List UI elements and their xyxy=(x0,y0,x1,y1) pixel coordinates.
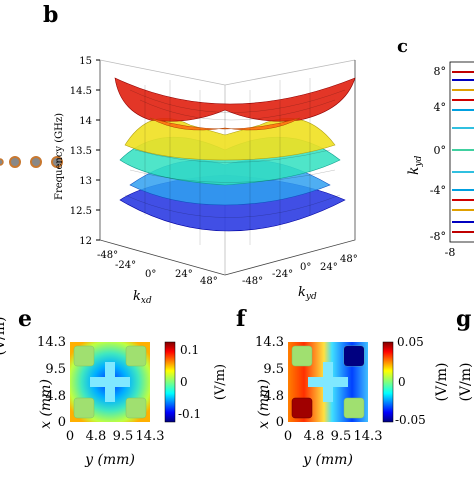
kx-tick-label: -24° xyxy=(115,260,136,271)
f-xtick: 0 xyxy=(284,429,292,444)
ky-tick-label: -24° xyxy=(272,269,293,280)
kx-tick-label: 24° xyxy=(175,269,193,280)
ztick-label: 12.5 xyxy=(70,206,92,217)
e-cbar-unit: (V/m) xyxy=(213,364,228,400)
dot xyxy=(0,158,4,166)
cross-horizontal xyxy=(308,377,348,387)
colorbar-e xyxy=(164,341,176,423)
panel-b-surfaces xyxy=(114,77,356,245)
band-surface-red xyxy=(114,77,356,122)
patch xyxy=(125,345,147,367)
panel-f-ticks: 14.3 9.5 4.8 0 0 4.8 9.5 14.3 xyxy=(255,335,382,444)
e-ytick: 9.5 xyxy=(45,362,66,377)
panel-e-ticks: 14.3 9.5 4.8 0 0 4.8 9.5 14.3 xyxy=(37,335,164,444)
c-ytick: 4° xyxy=(434,101,447,114)
e-xtick: 9.5 xyxy=(113,429,134,444)
ztick-label: 13.5 xyxy=(70,146,92,157)
e-ytick: 4.8 xyxy=(45,389,66,404)
panel-b-ky-label: kyd xyxy=(298,285,317,302)
panel-e-ylabel: x (mm) xyxy=(38,379,54,429)
ky-tick-label: 24° xyxy=(320,262,338,273)
ztick-label: 15 xyxy=(79,56,92,67)
panel-c-plot xyxy=(449,61,474,243)
dot xyxy=(51,156,63,168)
panel-label-c: c xyxy=(397,36,408,57)
panel-c-ylabel: kyd xyxy=(406,155,424,175)
panel-e-partial-unit: (V/m) xyxy=(0,316,8,355)
panel-label-f: f xyxy=(236,306,247,332)
panel-f-colorbar: 0.05 0 -0.05 xyxy=(382,335,426,427)
f-cbar-tick: 0.05 xyxy=(397,335,424,349)
ky-tick-label: -48° xyxy=(242,276,263,287)
patch xyxy=(125,397,147,419)
panel-f-ylabel: x (mm) xyxy=(256,379,272,429)
f-ytick: 4.8 xyxy=(263,389,284,404)
panel-b-kx-ticks: -48° -24° 0° 24° 48° xyxy=(97,250,218,287)
ztick-label: 14 xyxy=(79,116,92,127)
ztick-label: 13 xyxy=(79,176,92,187)
patch xyxy=(343,397,365,419)
f-cbar-tick: 0 xyxy=(398,375,406,389)
c-ytick: -4° xyxy=(430,184,446,197)
c-ytick: 8° xyxy=(434,65,447,78)
dot xyxy=(30,156,42,168)
panel-e-field-map xyxy=(70,342,150,422)
e-cbar-tick: -0.1 xyxy=(178,407,201,421)
patch-dark-blue xyxy=(344,346,364,366)
panel-b-ky-ticks: -48° -24° 0° 24° 48° xyxy=(242,254,358,287)
panel-e-colorbar: 0.1 0 -0.1 (V/m) xyxy=(164,341,228,423)
patch xyxy=(73,397,95,419)
f-cbar-tick: -0.05 xyxy=(395,413,426,427)
patch xyxy=(73,345,95,367)
ztick-label: 12 xyxy=(79,236,92,247)
f-xtick: 4.8 xyxy=(304,429,325,444)
e-cbar-tick: 0.1 xyxy=(180,343,199,357)
ky-tick-label: 48° xyxy=(340,254,358,265)
kx-tick-label: 0° xyxy=(145,269,156,280)
ky-tick-label: 0° xyxy=(300,262,311,273)
f-xtick: 14.3 xyxy=(354,429,383,444)
panel-g-partial-unit: (V/m) xyxy=(458,362,474,401)
panel-label-b: b xyxy=(43,2,58,28)
panel-label-e: e xyxy=(18,306,32,332)
patch-dark-red xyxy=(291,397,313,419)
panel-label-g: g xyxy=(456,306,471,332)
panel-e-xlabel: y (mm) xyxy=(84,452,135,468)
f-xtick: 9.5 xyxy=(331,429,352,444)
f-ytick: 14.3 xyxy=(255,335,284,350)
patch xyxy=(291,345,313,367)
f-ytick: 0 xyxy=(276,415,284,430)
panel-f-xlabel: y (mm) xyxy=(302,452,353,468)
panel-c-axes xyxy=(449,61,474,243)
kx-tick-label: -48° xyxy=(97,250,118,261)
c-ytick: -8° xyxy=(430,230,446,243)
e-cbar-tick: 0 xyxy=(180,375,188,389)
panel-f-field-map xyxy=(288,342,368,422)
band-surface-orange xyxy=(149,117,301,131)
ztick-label: 14.5 xyxy=(70,86,92,97)
e-xtick: 14.3 xyxy=(136,429,165,444)
kx-tick-label: 48° xyxy=(200,276,218,287)
c-ytick: 0° xyxy=(434,144,447,157)
panel-c-yticks: 8° 4° 0° -4° -8° -8 xyxy=(430,65,456,259)
e-ytick: 14.3 xyxy=(37,335,66,350)
f-ytick: 9.5 xyxy=(263,362,284,377)
e-xtick: 0 xyxy=(66,429,74,444)
panel-b-kx-label: kxd xyxy=(133,289,152,306)
panel-a-dots xyxy=(0,156,63,168)
cross-horizontal xyxy=(90,377,130,387)
e-ytick: 0 xyxy=(58,415,66,430)
panel-f-cbar-unit: (V/m) xyxy=(434,362,450,401)
c-xtick: -8 xyxy=(445,246,456,259)
panel-b-zticks: 15 14.5 14 13.5 13 12.5 12 xyxy=(70,56,100,247)
colorbar-f xyxy=(382,341,394,423)
dot xyxy=(9,156,21,168)
panel-b-zlabel: Frequency (GHz) xyxy=(54,113,65,200)
e-xtick: 4.8 xyxy=(86,429,107,444)
